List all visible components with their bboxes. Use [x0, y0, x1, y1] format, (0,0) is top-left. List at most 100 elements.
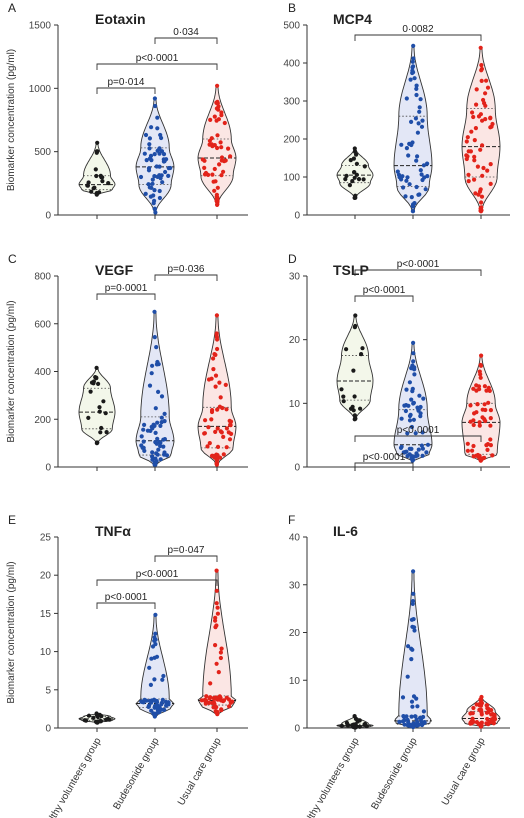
data-point [160, 677, 165, 682]
data-point [343, 177, 348, 182]
data-point [414, 92, 419, 98]
data-point [344, 173, 349, 178]
data-point [211, 356, 216, 361]
data-point [219, 158, 224, 163]
data-point [153, 430, 158, 435]
data-point [213, 384, 218, 389]
data-point [471, 114, 476, 120]
significance-bracket: p<0·0001 [354, 285, 414, 302]
p-value-label: 0·0082 [402, 24, 434, 35]
data-point [223, 382, 228, 387]
data-point [353, 323, 358, 329]
y-tick-label: 10 [40, 647, 52, 658]
data-point [149, 158, 154, 163]
data-point [490, 453, 495, 458]
data-point [92, 185, 97, 190]
data-point [162, 437, 167, 442]
data-point [98, 719, 104, 724]
data-point [219, 646, 224, 651]
data-point [166, 173, 171, 178]
data-point [94, 173, 99, 179]
data-point [411, 569, 416, 574]
data-point [478, 363, 484, 368]
significance-bracket: p<0·0001 [354, 425, 482, 442]
data-point [221, 169, 226, 174]
category-label: Budesonide group [369, 736, 419, 812]
data-point [147, 665, 152, 670]
data-point [405, 453, 410, 459]
data-point [425, 161, 430, 166]
data-point [147, 383, 153, 388]
data-point [472, 138, 477, 143]
data-point [471, 705, 476, 711]
violin-budesonide [393, 340, 433, 463]
data-point [152, 206, 158, 211]
data-point [474, 383, 479, 388]
p-value-label: p=0·036 [168, 264, 205, 275]
data-point [142, 151, 147, 156]
data-point [362, 722, 367, 727]
data-point [419, 124, 425, 129]
data-point [471, 386, 476, 391]
data-point [484, 703, 490, 708]
data-point [488, 116, 493, 121]
data-point [479, 723, 484, 728]
data-point [488, 437, 493, 442]
data-point [209, 417, 214, 422]
data-point [219, 110, 224, 115]
data-point [202, 698, 207, 703]
data-point [94, 375, 99, 380]
data-point [227, 437, 233, 442]
data-point [215, 133, 220, 138]
data-point [86, 713, 92, 718]
data-point [156, 389, 161, 394]
data-point [409, 456, 414, 461]
data-point [478, 208, 483, 213]
data-point [479, 205, 484, 210]
bracket-line [354, 435, 482, 442]
data-point [352, 149, 358, 154]
data-point [409, 699, 415, 704]
data-point [479, 63, 484, 68]
p-value-label: p<0·0001 [136, 569, 179, 580]
data-point [410, 389, 415, 394]
data-point [351, 408, 356, 413]
data-point [405, 431, 410, 436]
y-tick-label: 100 [283, 173, 300, 184]
data-point [155, 174, 160, 179]
data-point [485, 721, 490, 726]
y-tick-label: 800 [34, 272, 51, 283]
data-point [215, 611, 220, 616]
data-point [485, 442, 490, 447]
data-point [157, 195, 162, 201]
violin-healthy [78, 711, 116, 725]
data-point [217, 404, 222, 409]
data-point [487, 388, 492, 393]
data-point [142, 448, 147, 453]
data-point [157, 146, 162, 151]
data-point [168, 165, 173, 171]
p-value-label: p<0·0001 [105, 592, 148, 603]
data-point [97, 409, 102, 414]
data-point [152, 188, 157, 193]
significance-bracket: p<0·0001 [96, 53, 218, 70]
data-point [221, 434, 226, 439]
data-point [417, 393, 422, 398]
data-point [99, 175, 104, 180]
data-point [162, 411, 167, 416]
data-point [91, 715, 96, 721]
data-point [138, 174, 144, 180]
data-point [143, 191, 148, 196]
y-axis-label: Biomarker concentration (pg/ml) [6, 561, 17, 703]
data-point [101, 399, 106, 404]
data-point [213, 352, 218, 357]
data-point [479, 709, 484, 714]
panel-title: MCP4 [333, 11, 372, 27]
data-point [421, 709, 426, 714]
data-point [352, 146, 357, 151]
data-point [219, 145, 224, 150]
data-point [465, 448, 470, 453]
data-point [99, 425, 104, 431]
data-point [479, 353, 484, 358]
